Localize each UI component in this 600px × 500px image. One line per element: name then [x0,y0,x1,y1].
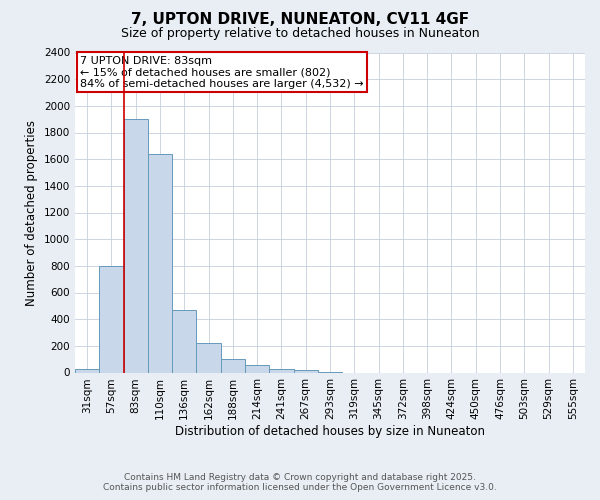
Bar [269,368,293,372]
Bar [293,370,318,372]
Text: 7, UPTON DRIVE, NUNEATON, CV11 4GF: 7, UPTON DRIVE, NUNEATON, CV11 4GF [131,12,469,28]
Text: Contains HM Land Registry data © Crown copyright and database right 2025.
Contai: Contains HM Land Registry data © Crown c… [103,473,497,492]
X-axis label: Distribution of detached houses by size in Nuneaton: Distribution of detached houses by size … [175,425,485,438]
Bar [196,343,221,372]
Bar [245,365,269,372]
Text: 7 UPTON DRIVE: 83sqm
← 15% of detached houses are smaller (802)
84% of semi-deta: 7 UPTON DRIVE: 83sqm ← 15% of detached h… [80,56,364,89]
Bar [75,368,99,372]
Text: Size of property relative to detached houses in Nuneaton: Size of property relative to detached ho… [121,28,479,40]
Bar [221,359,245,372]
Bar [124,119,148,372]
Bar [172,310,196,372]
Bar [99,266,124,372]
Bar [148,154,172,372]
Y-axis label: Number of detached properties: Number of detached properties [25,120,38,306]
